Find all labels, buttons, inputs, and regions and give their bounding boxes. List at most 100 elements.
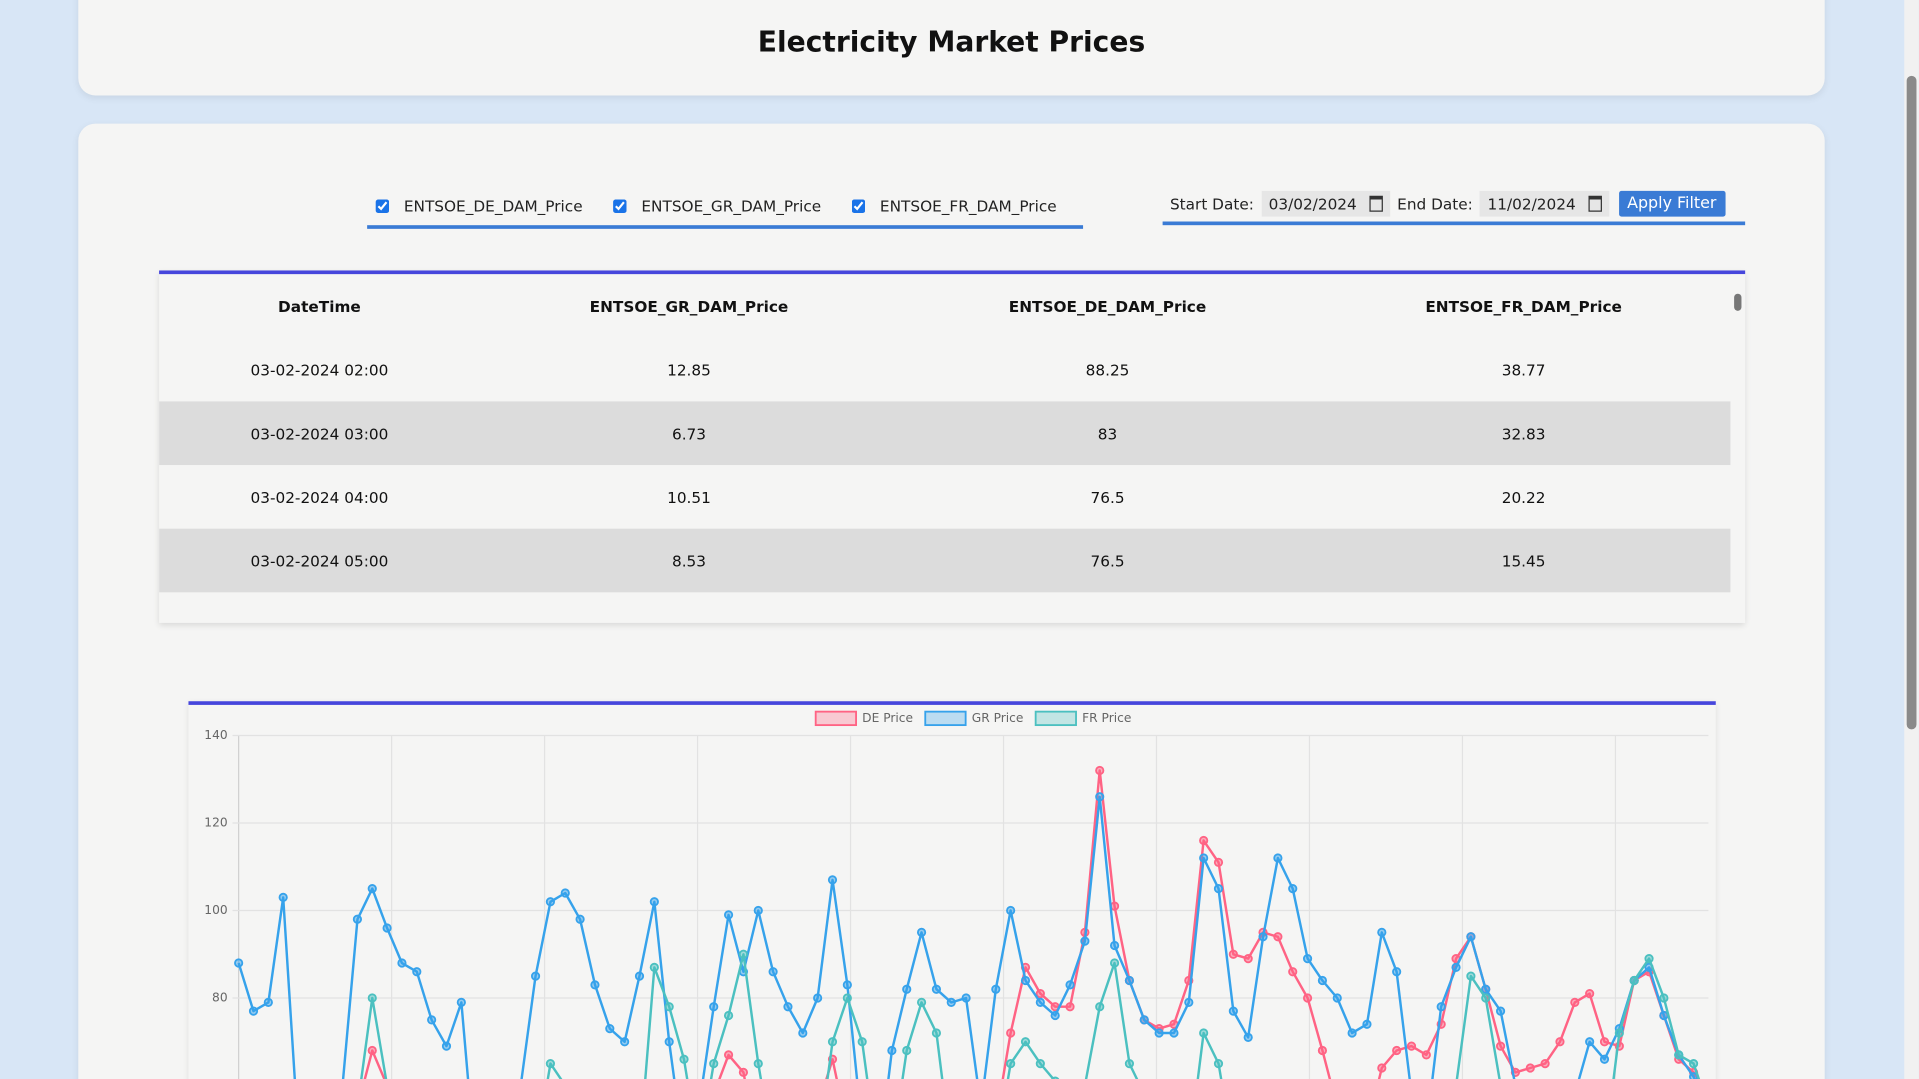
scroll-thumb[interactable] [1734,293,1742,311]
legend: DE Price GR Price FR Price [814,710,1131,727]
data-point [1139,1015,1149,1025]
table-cell: 03-02-2024 02:00 [250,360,389,379]
data-point [1080,936,1090,946]
data-point [1585,1037,1595,1047]
data-point [1243,954,1253,964]
data-point [1020,975,1031,986]
data-point [1302,954,1313,964]
data-point [857,1037,867,1047]
table-cell: 03-02-2024 04:00 [250,487,389,507]
data-point [1228,1006,1238,1016]
data-point [1570,997,1580,1007]
data-point [1436,1002,1446,1012]
data-point [813,993,823,1003]
data-point [1599,1054,1610,1064]
data-point [991,984,1001,994]
data-point [1302,993,1313,1003]
table-cell: 83 [1097,424,1118,443]
data-point [1347,1028,1357,1038]
data-point [545,897,556,907]
table-cell: 76.5 [1090,551,1125,570]
data-point [530,971,541,981]
data-point [1065,1002,1075,1012]
data-point [1095,1002,1105,1012]
start-date-value: 03/02/2024 [1268,194,1357,213]
table-cell: 20.22 [1501,487,1546,507]
scroll-thumb[interactable] [1906,75,1917,730]
calendar-icon [1369,195,1383,212]
apply-button[interactable]: Apply Filter [1618,190,1726,217]
table-cell: 32.83 [1501,424,1546,443]
data-point [1421,1050,1431,1060]
data-point [1035,1059,1045,1069]
data-point [1466,971,1476,981]
legend-label: GR Price [972,711,1024,725]
y-tick-label: 120 [204,816,227,830]
data-point [723,910,734,920]
data-point [412,967,422,977]
data-point [1288,967,1298,977]
table-cell: 12.85 [667,360,711,379]
data-point [1213,1059,1224,1069]
table-row: 03-02-2024 02:00 12.85 88.25 38.77 [159,338,1730,402]
data-point [1495,1006,1506,1016]
legend-swatch [924,710,967,727]
data-point [1525,1063,1535,1073]
page-scrollbar[interactable] [1904,0,1919,1079]
table-cell: 15.45 [1501,551,1546,570]
checkbox-label[interactable]: ENTSOE_DE_DAM_Price [403,196,583,215]
data-point [783,1002,793,1012]
checkbox[interactable] [851,198,866,213]
data-table: DateTime ENTSOE_GR_DAM_Price ENTSOE_DE_DAM… [159,270,1746,623]
table-cell: 6.73 [671,424,707,443]
page-title: Electricity Market Prices [757,26,1146,59]
data-point [1392,1045,1402,1056]
data-point [397,958,407,968]
data-point [1050,1010,1060,1021]
data-point [367,884,377,894]
data-point [1095,792,1105,802]
data-point [1020,1037,1031,1047]
end-label: End Date: [1397,194,1473,213]
data-point [664,1037,674,1047]
data-point [768,967,778,977]
data-point [382,923,392,933]
data-point [1377,927,1387,937]
checkbox[interactable] [613,198,627,213]
chart: 80 100 120 140 DE Price GR Price FR Price [204,710,1709,1079]
data-point [1362,1019,1372,1029]
data-point [887,1045,897,1056]
checkbox-label[interactable]: ENTSOE_FR_DAM_Price [879,196,1057,215]
data-point [1124,975,1135,986]
data-point [1213,857,1224,867]
data-point [1273,853,1283,863]
data-point [605,1024,615,1034]
data-point [1659,993,1669,1003]
data-point [1109,958,1120,968]
data-point [1674,1050,1684,1060]
data-point [827,1037,838,1047]
data-point [709,1059,719,1069]
legend-label: DE Price [862,711,913,725]
table-scrollbar[interactable] [1730,274,1746,623]
table-row: 03-02-2024 05:00 8.53 76.5 15.45 [159,528,1731,593]
checkbox[interactable] [375,198,390,213]
data-point [1288,884,1298,894]
date-filter: Start Date: 03/02/2024 End Date: 11/02/2… [1162,186,1746,226]
data-point [902,1045,912,1056]
end-date-input[interactable]: 11/02/2024 [1480,190,1609,217]
data-point [753,1059,763,1069]
data-point [545,1059,556,1069]
data-point [723,1050,734,1060]
data-point [961,993,971,1003]
series-line [360,953,1701,1079]
data-point [738,949,749,959]
legend-swatch [814,710,857,727]
data-point [1035,989,1045,999]
start-date-input[interactable]: 03/02/2024 [1261,190,1390,217]
series-line [237,795,1697,1079]
table-cell: 8.53 [671,551,707,570]
checkbox-label[interactable]: ENTSOE_GR_DAM_Price [641,196,822,215]
